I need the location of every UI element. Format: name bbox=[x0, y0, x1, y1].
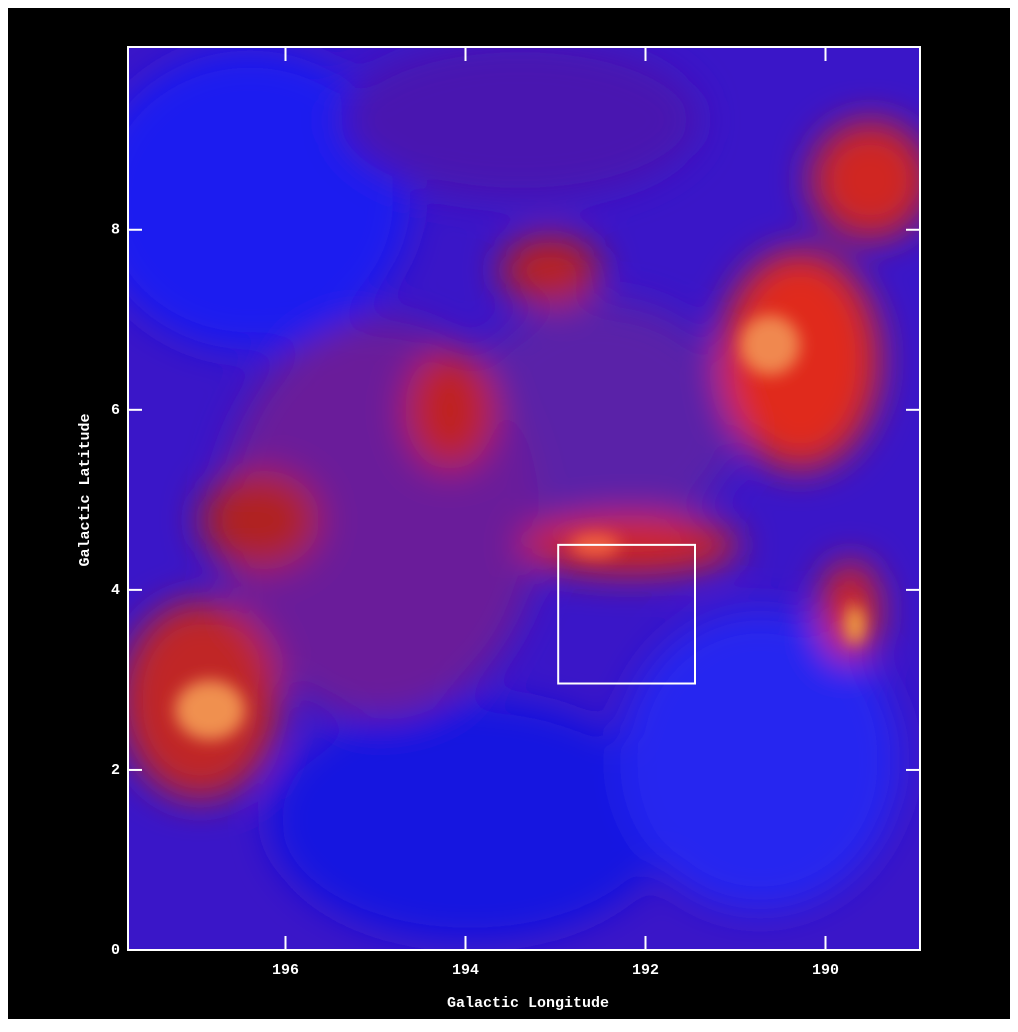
y-tick-label: 0 bbox=[111, 942, 120, 959]
chart: Galactic Longitude Galactic Latitude 196… bbox=[0, 0, 1018, 1027]
x-axis-label: Galactic Longitude bbox=[447, 995, 609, 1012]
x-tick-label: 190 bbox=[812, 962, 839, 979]
x-tick-label: 192 bbox=[632, 962, 659, 979]
y-axis-label: Galactic Latitude bbox=[77, 413, 94, 566]
x-tick-label: 194 bbox=[452, 962, 479, 979]
y-tick-label: 6 bbox=[111, 402, 120, 419]
x-tick-label: 196 bbox=[272, 962, 299, 979]
y-tick-label: 4 bbox=[111, 582, 120, 599]
y-tick-label: 8 bbox=[111, 222, 120, 239]
y-tick-label: 2 bbox=[111, 762, 120, 779]
sky-image bbox=[90, 40, 930, 950]
